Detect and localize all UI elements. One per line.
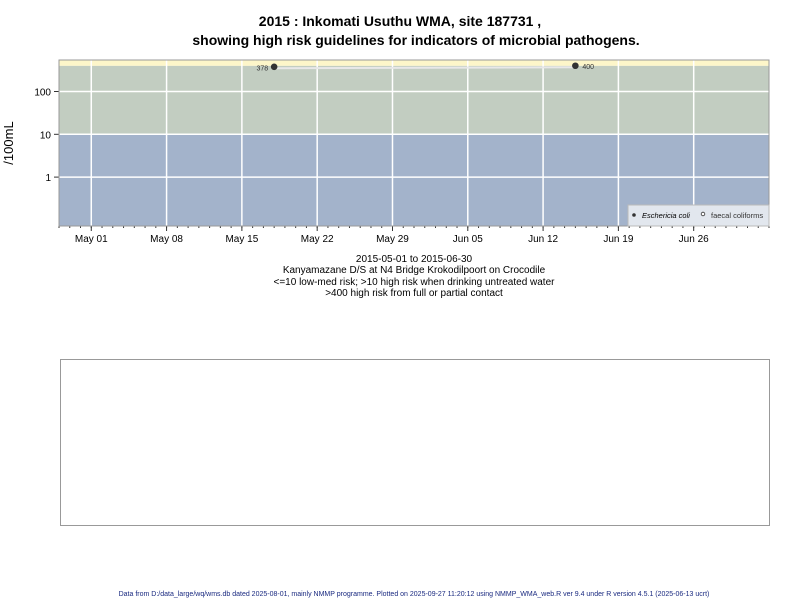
legend-box xyxy=(627,204,770,227)
caption-line3: <=10 low-med risk; >10 high risk when dr… xyxy=(274,277,556,288)
legend-label-ecoli: Eschericia coli xyxy=(642,211,690,220)
risk-band-1 xyxy=(59,65,769,135)
footer-note: Data from D:/data_large/wq/wms.db dated … xyxy=(119,591,710,598)
y-tick-label: 100 xyxy=(34,88,51,99)
x-tick-label: May 08 xyxy=(150,234,183,245)
caption-line4: >400 high risk from full or partial cont… xyxy=(325,288,503,299)
empty-panel xyxy=(60,359,770,526)
legend-marker-ecoli xyxy=(632,213,636,217)
caption-line1: 2015-05-01 to 2015-06-30 xyxy=(356,254,473,265)
y-tick-label: 1 xyxy=(45,173,51,184)
y-tick-label: 10 xyxy=(40,130,52,141)
legend-marker-faecal xyxy=(700,211,706,217)
plot-frame xyxy=(58,59,770,227)
x-tick-label: May 29 xyxy=(376,234,409,245)
data-point xyxy=(270,63,278,71)
data-label: 378 xyxy=(256,65,268,72)
x-tick-label: Jun 19 xyxy=(603,234,633,245)
chart-title-line1: 2015 : Inkomati Usuthu WMA, site 187731 … xyxy=(259,13,541,29)
x-tick-label: Jun 26 xyxy=(679,234,709,245)
series-line xyxy=(274,66,576,70)
x-tick-label: Jun 05 xyxy=(453,234,483,245)
x-tick-label: Jun 12 xyxy=(528,234,558,245)
data-point xyxy=(572,62,579,70)
caption-line2: Kanyamazane D/S at N4 Bridge Krokodilpoo… xyxy=(283,265,546,276)
x-tick-label: May 01 xyxy=(75,234,108,245)
risk-band-2 xyxy=(59,60,769,66)
data-label: 400 xyxy=(582,64,594,71)
x-tick-label: May 22 xyxy=(301,234,334,245)
y-axis-label: /100mL xyxy=(1,121,16,164)
legend-label-faecal: faecal coliforms xyxy=(711,211,763,220)
x-tick-label: May 15 xyxy=(225,234,258,245)
chart-title-line2: showing high risk guidelines for indicat… xyxy=(192,32,639,48)
